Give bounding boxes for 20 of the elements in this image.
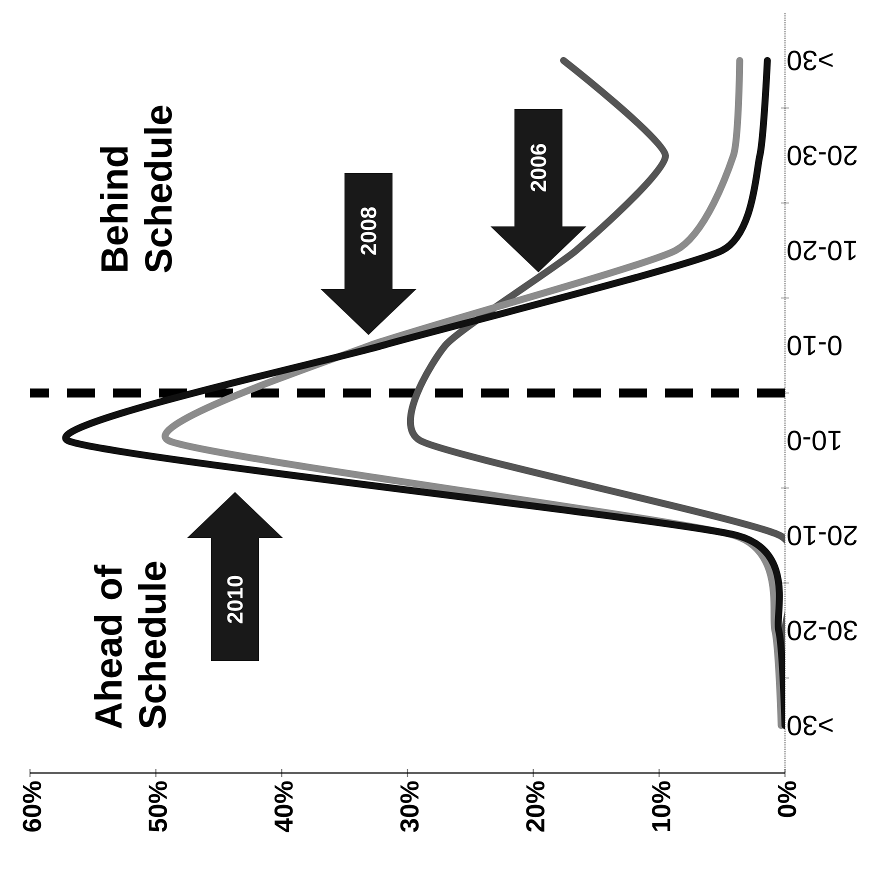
x-tick-label: 20% xyxy=(526,781,545,832)
y-tick-label: >30 xyxy=(788,50,833,70)
x-tick-label: 50% xyxy=(148,781,168,832)
y-tick-label: 20-10 xyxy=(788,526,857,546)
annotation: 2010 xyxy=(227,576,243,624)
annotation: Behind Schedule xyxy=(100,106,172,272)
y-tick-label: 10-20 xyxy=(788,240,856,260)
x-tick-label: 0% xyxy=(778,781,796,818)
y-tick-label: >30 xyxy=(788,716,833,736)
annotation: 2008 xyxy=(360,207,376,255)
x-tick-label: 30% xyxy=(400,781,419,832)
y-tick-label: 20-30 xyxy=(788,146,857,166)
annotation: Ahead of Schedule xyxy=(94,562,166,729)
y-tick-label: 30-20 xyxy=(788,620,858,640)
x-tick-label: 10% xyxy=(652,781,670,831)
y-tick-label: 0-10 xyxy=(788,336,842,356)
annotation: 2006 xyxy=(530,144,546,192)
y-tick-label: 10-0 xyxy=(788,430,840,450)
x-tick-label: 40% xyxy=(274,781,293,832)
x-tick-label: 60% xyxy=(22,781,42,832)
